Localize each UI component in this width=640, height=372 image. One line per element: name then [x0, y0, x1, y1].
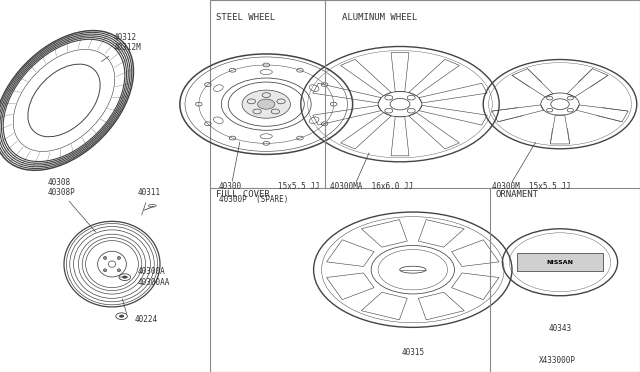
Ellipse shape — [97, 251, 127, 277]
Circle shape — [122, 276, 127, 279]
Text: 40300: 40300 — [219, 182, 242, 191]
Text: 40300P  (SPARE): 40300P (SPARE) — [219, 195, 288, 204]
Text: ORNAMENT: ORNAMENT — [496, 190, 539, 199]
Circle shape — [242, 90, 291, 118]
Circle shape — [119, 315, 124, 318]
Text: 40343: 40343 — [548, 324, 572, 333]
Text: 40224: 40224 — [134, 315, 157, 324]
Text: STEEL WHEEL: STEEL WHEEL — [216, 13, 275, 22]
Circle shape — [258, 99, 275, 109]
Bar — [210, 0, 640, 372]
Text: X433000P: X433000P — [539, 356, 576, 365]
Text: FULL COVER: FULL COVER — [216, 190, 270, 199]
Text: 40308
40308P: 40308 40308P — [48, 178, 76, 197]
Text: 15x5.5 JJ: 15x5.5 JJ — [278, 182, 319, 191]
Ellipse shape — [104, 269, 107, 272]
FancyBboxPatch shape — [517, 253, 604, 272]
Text: ALUMINUM WHEEL: ALUMINUM WHEEL — [342, 13, 418, 22]
Text: 40311: 40311 — [138, 188, 161, 215]
Text: NISSAN: NISSAN — [547, 260, 573, 265]
Text: 40300MA  16x6.0 JJ: 40300MA 16x6.0 JJ — [330, 182, 413, 191]
Text: 40312
40312M: 40312 40312M — [102, 33, 141, 62]
Text: 40315: 40315 — [401, 348, 424, 357]
Text: 40300M  15x5.5 JJ: 40300M 15x5.5 JJ — [492, 182, 570, 191]
Ellipse shape — [117, 257, 120, 259]
Ellipse shape — [117, 269, 120, 272]
Text: 40300A
40300AA: 40300A 40300AA — [138, 267, 170, 286]
Ellipse shape — [104, 257, 107, 259]
